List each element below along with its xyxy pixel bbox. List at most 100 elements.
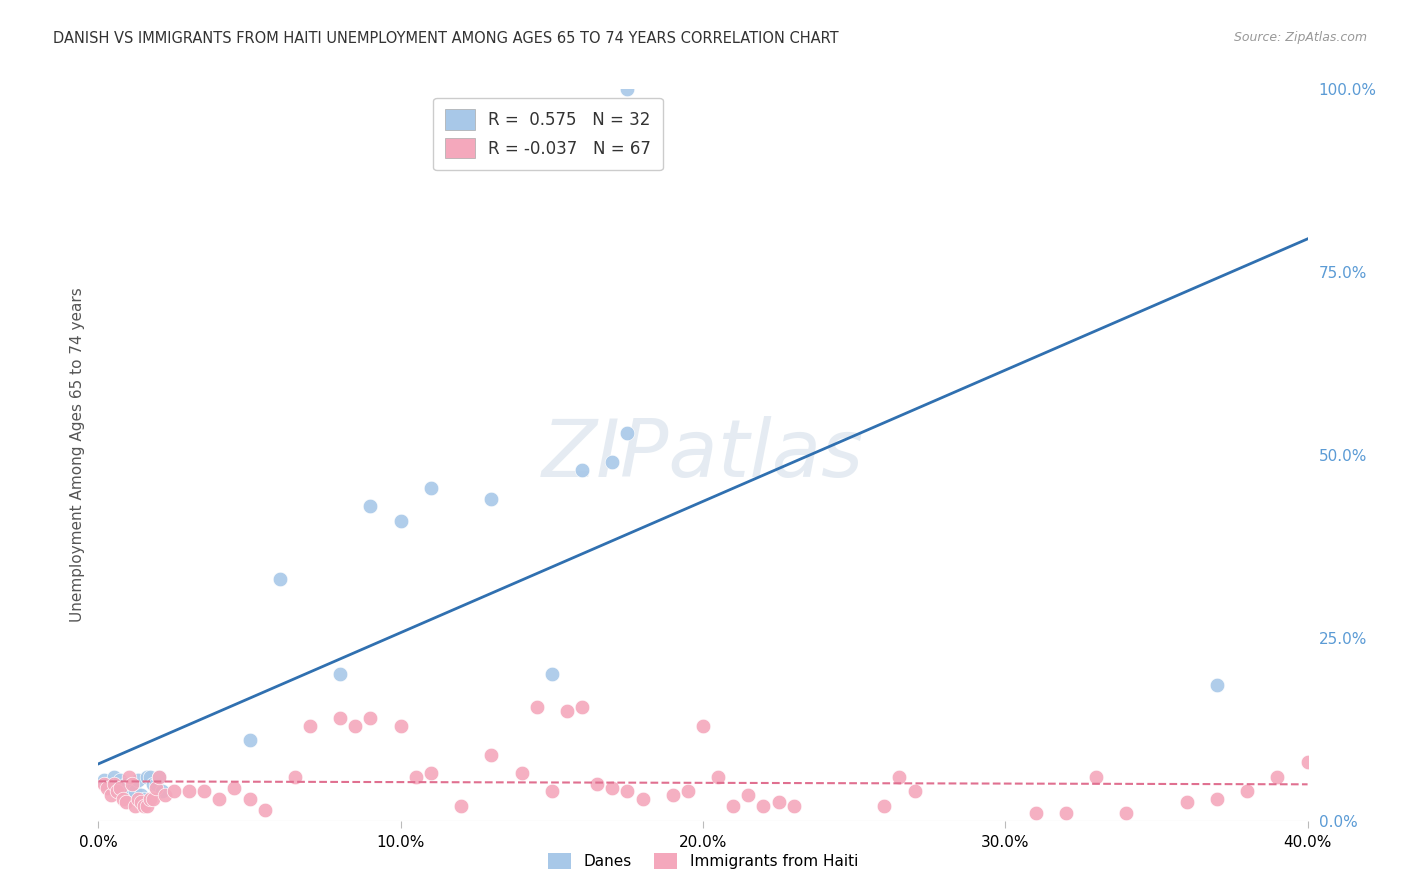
Immigrants from Haiti — [602, 780, 624, 795]
Danes — [93, 773, 115, 788]
Immigrants from Haiti — [114, 796, 136, 810]
Immigrants from Haiti — [1296, 755, 1319, 769]
Danes — [96, 777, 118, 791]
Danes — [121, 777, 143, 791]
Immigrants from Haiti — [132, 799, 155, 814]
Legend: Danes, Immigrants from Haiti: Danes, Immigrants from Haiti — [541, 847, 865, 875]
Immigrants from Haiti — [105, 784, 128, 798]
Immigrants from Haiti — [129, 796, 152, 810]
Immigrants from Haiti — [723, 799, 745, 814]
Immigrants from Haiti — [208, 791, 231, 805]
Immigrants from Haiti — [179, 784, 201, 798]
Danes — [111, 780, 134, 795]
Danes — [148, 770, 170, 784]
Danes — [481, 491, 503, 506]
Danes — [616, 82, 638, 96]
Danes — [142, 777, 165, 791]
Immigrants from Haiti — [284, 770, 307, 784]
Immigrants from Haiti — [145, 780, 167, 795]
Danes — [329, 667, 352, 681]
Immigrants from Haiti — [111, 791, 134, 805]
Immigrants from Haiti — [360, 711, 382, 725]
Immigrants from Haiti — [692, 718, 714, 732]
Immigrants from Haiti — [1115, 806, 1137, 821]
Danes — [145, 777, 167, 791]
Danes — [150, 784, 173, 798]
Immigrants from Haiti — [1085, 770, 1108, 784]
Immigrants from Haiti — [163, 784, 186, 798]
Text: ZIPatlas: ZIPatlas — [541, 416, 865, 494]
Immigrants from Haiti — [555, 704, 578, 718]
Immigrants from Haiti — [661, 788, 683, 802]
Immigrants from Haiti — [616, 784, 638, 798]
Immigrants from Haiti — [96, 780, 118, 795]
Danes — [602, 455, 624, 469]
Text: Source: ZipAtlas.com: Source: ZipAtlas.com — [1233, 31, 1367, 45]
Danes — [420, 481, 443, 495]
Immigrants from Haiti — [193, 784, 215, 798]
Legend: R =  0.575   N = 32, R = -0.037   N = 67: R = 0.575 N = 32, R = -0.037 N = 67 — [433, 97, 662, 169]
Immigrants from Haiti — [1175, 796, 1198, 810]
Immigrants from Haiti — [118, 770, 141, 784]
Immigrants from Haiti — [239, 791, 262, 805]
Danes — [124, 784, 146, 798]
Danes — [129, 788, 152, 802]
Immigrants from Haiti — [768, 796, 790, 810]
Immigrants from Haiti — [904, 784, 927, 798]
Danes — [132, 791, 155, 805]
Immigrants from Haiti — [571, 700, 593, 714]
Danes — [571, 462, 593, 476]
Danes — [108, 773, 131, 788]
Immigrants from Haiti — [253, 803, 276, 817]
Y-axis label: Unemployment Among Ages 65 to 74 years: Unemployment Among Ages 65 to 74 years — [69, 287, 84, 623]
Danes — [103, 770, 125, 784]
Immigrants from Haiti — [103, 777, 125, 791]
Immigrants from Haiti — [540, 784, 562, 798]
Immigrants from Haiti — [121, 777, 143, 791]
Immigrants from Haiti — [224, 780, 246, 795]
Immigrants from Haiti — [389, 718, 412, 732]
Immigrants from Haiti — [752, 799, 775, 814]
Immigrants from Haiti — [420, 766, 443, 780]
Immigrants from Haiti — [100, 788, 122, 802]
Danes — [540, 667, 562, 681]
Immigrants from Haiti — [142, 791, 165, 805]
Immigrants from Haiti — [481, 747, 503, 762]
Immigrants from Haiti — [135, 799, 157, 814]
Danes — [127, 773, 149, 788]
Immigrants from Haiti — [139, 791, 162, 805]
Immigrants from Haiti — [153, 788, 176, 802]
Danes — [616, 425, 638, 440]
Immigrants from Haiti — [1054, 806, 1077, 821]
Text: DANISH VS IMMIGRANTS FROM HAITI UNEMPLOYMENT AMONG AGES 65 TO 74 YEARS CORRELATI: DANISH VS IMMIGRANTS FROM HAITI UNEMPLOY… — [53, 31, 839, 46]
Immigrants from Haiti — [1206, 791, 1229, 805]
Immigrants from Haiti — [405, 770, 427, 784]
Immigrants from Haiti — [93, 777, 115, 791]
Immigrants from Haiti — [586, 777, 609, 791]
Immigrants from Haiti — [124, 799, 146, 814]
Danes — [239, 733, 262, 747]
Danes — [269, 572, 291, 586]
Immigrants from Haiti — [737, 788, 759, 802]
Immigrants from Haiti — [631, 791, 654, 805]
Danes — [1206, 678, 1229, 692]
Danes — [114, 777, 136, 791]
Immigrants from Haiti — [148, 770, 170, 784]
Danes — [118, 784, 141, 798]
Immigrants from Haiti — [676, 784, 699, 798]
Immigrants from Haiti — [329, 711, 352, 725]
Immigrants from Haiti — [707, 770, 730, 784]
Immigrants from Haiti — [450, 799, 472, 814]
Immigrants from Haiti — [526, 700, 548, 714]
Immigrants from Haiti — [299, 718, 322, 732]
Immigrants from Haiti — [783, 799, 806, 814]
Danes — [139, 770, 162, 784]
Immigrants from Haiti — [127, 791, 149, 805]
Immigrants from Haiti — [344, 718, 367, 732]
Danes — [389, 514, 412, 528]
Danes — [135, 770, 157, 784]
Immigrants from Haiti — [510, 766, 533, 780]
Immigrants from Haiti — [1024, 806, 1046, 821]
Danes — [105, 777, 128, 791]
Danes — [100, 780, 122, 795]
